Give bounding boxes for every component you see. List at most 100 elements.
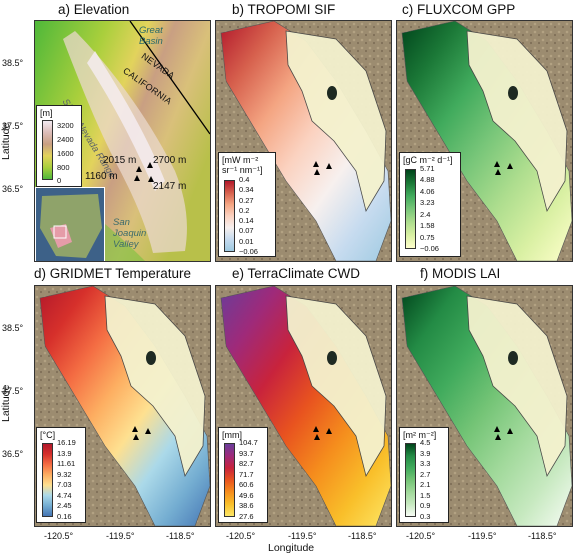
site-marker-2147 [148,176,154,182]
panel-b-tick: 0.14 [239,216,254,226]
panel-a-legend-unit: [m] [40,108,53,118]
panel-d-tick: 0.16 [57,512,72,521]
lon-tick: -120.5° [44,531,74,541]
panel-e-tick: 38.6 [239,501,254,511]
panel-e-tick: 71.7 [239,469,254,479]
lat-tick-row1: 37.5° [2,121,24,131]
panel-b-tick: 0.27 [239,195,254,205]
panel-f-tick: 3.3 [420,459,431,469]
panel-b-tick: 0.2 [239,205,250,215]
lat-tick-row2: 38.5° [2,323,24,333]
panel-b-tick: −0.06 [239,247,258,256]
panel-b-title: b) TROPOMI SIF [232,2,336,17]
us-inset-map [35,187,105,261]
panel-a-tick: 0 [57,176,62,185]
latitude-axis-title-row1: Latitude [0,122,12,160]
panel-e-tick: 60.6 [239,480,254,490]
panel-c-tick: 4.88 [420,175,435,185]
panel-d-tick: 4.74 [57,490,72,500]
panel-b-tick: 0.07 [239,226,254,236]
panel-a-title: a) Elevation [58,2,130,17]
panel-e-cwd-map [215,285,392,527]
panel-c-tick: −0.06 [420,244,439,253]
panel-c-colorbar [405,169,416,249]
panel-f-title: f) MODIS LAI [420,266,501,281]
panel-d-tick: 13.9 [57,448,72,458]
panel-d-tick: 16.19 [57,438,76,447]
longitude-axis-title: Longitude [268,542,315,554]
panel-b-legend: [mW m⁻² sr⁻¹ nm⁻¹] 0.4 0.34 0.27 0.2 0.14 0.0… [218,152,276,257]
panel-e-legend: [mm] 104.7 93.7 82.7 71.7 60.6 49.6 38.6 27.6 [218,427,268,523]
panel-d-temperature-map [34,285,211,527]
lat-tick-row2: 37.5° [2,386,24,396]
panel-f-tick: 0.3 [420,512,431,521]
panel-b-legend-unit-2: sr⁻¹ nm⁻¹] [222,165,263,175]
panel-b-tick: 0.01 [239,236,254,246]
panel-a-tick: 1600 [57,149,74,158]
lon-tick: -120.5° [226,531,256,541]
panel-c-tick: 3.23 [420,198,435,208]
panel-f-tick: 1.5 [420,490,431,500]
site-2700-label: 2700 m [153,155,187,166]
site-2147-label: 2147 m [153,181,187,192]
panel-d-tick: 7.03 [57,480,72,490]
panel-d-legend: [°C] 16.19 13.9 11.61 9.32 7.03 4.74 2.45 0.16 [36,427,86,523]
lon-tick: -120.5° [406,531,436,541]
panel-c-tick: 1.58 [420,221,435,231]
panel-f-tick: 2.7 [420,469,431,479]
great-basin-label-2: Basin [139,36,163,47]
panel-b-tick: 0.4 [239,175,250,184]
panel-a-tick: 800 [57,163,70,172]
panel-a-tick: 3200 [57,121,74,130]
panel-d-tick: 11.61 [57,459,76,469]
panel-d-tick: 2.45 [57,501,72,511]
san-joaquin-label-2: Joaquin [113,228,147,239]
great-basin-label-1: Great [139,25,163,36]
panel-e-title: e) TerraClimate CWD [232,266,361,281]
panel-b-tick: 0.34 [239,185,254,195]
panel-b-sif-map [215,20,392,262]
panel-e-tick: 93.7 [239,448,254,458]
panel-f-legend: [m² m⁻²] 4.5 3.9 3.3 2.7 2.1 1.5 0.9 0.3 [399,427,449,523]
panel-c-tick: 2.4 [420,209,431,219]
panel-a-legend: [m] 3200 2400 1600 800 0 [36,105,82,187]
panel-e-legend-unit: [mm] [222,430,242,440]
lat-tick-row2: 36.5° [2,449,24,459]
panel-e-tick: 49.6 [239,490,254,500]
panel-f-legend-unit: [m² m⁻²] [403,430,437,440]
panel-c-legend: [gC m⁻² d⁻¹] 5.71 4.88 4.06 3.23 2.4 1.58 0.75… [399,152,461,257]
lon-tick: -118.5° [166,531,195,541]
panel-a-elevation-map: Great Basin NEVADA CALIFORNIA Sierra Nev… [34,20,211,262]
lat-tick-row1: 36.5° [2,184,24,194]
panel-f-tick: 4.5 [420,438,431,447]
site-2015-label: 2015 m [103,155,137,166]
panel-d-title: d) GRIDMET Temperature [34,266,192,281]
panel-a-tick: 2400 [57,135,74,144]
panel-c-tick: 5.71 [420,164,435,173]
lon-tick: -119.5° [468,531,497,541]
panel-f-colorbar [405,443,416,517]
panel-d-colorbar [42,443,53,517]
panel-c-tick: 0.75 [420,232,435,242]
panel-a-colorbar [42,120,53,180]
panel-c-tick: 4.06 [420,186,435,196]
site-marker-2015 [136,166,142,172]
panel-f-tick: 0.9 [420,501,431,511]
panel-f-tick: 2.1 [420,480,431,490]
panel-e-colorbar [224,443,235,517]
panel-d-tick: 9.32 [57,469,72,479]
site-marker-1160 [134,175,140,181]
panel-c-title: c) FLUXCOM GPP [402,2,516,17]
lon-tick: -118.5° [528,531,557,541]
panel-b-colorbar [224,180,235,252]
san-joaquin-label-3: Valley [113,239,139,250]
site-1160-label: 1160 m [85,171,118,182]
panel-e-tick: 27.6 [239,512,254,521]
panel-c-gpp-map [396,20,573,262]
panel-e-tick: 104.7 [239,438,258,447]
lon-tick: -119.5° [288,531,317,541]
panel-f-tick: 3.9 [420,448,431,458]
site-marker-2700 [147,162,153,168]
panel-d-legend-unit: [°C] [40,430,56,440]
latitude-axis-title-row2: Latitude [0,384,12,422]
